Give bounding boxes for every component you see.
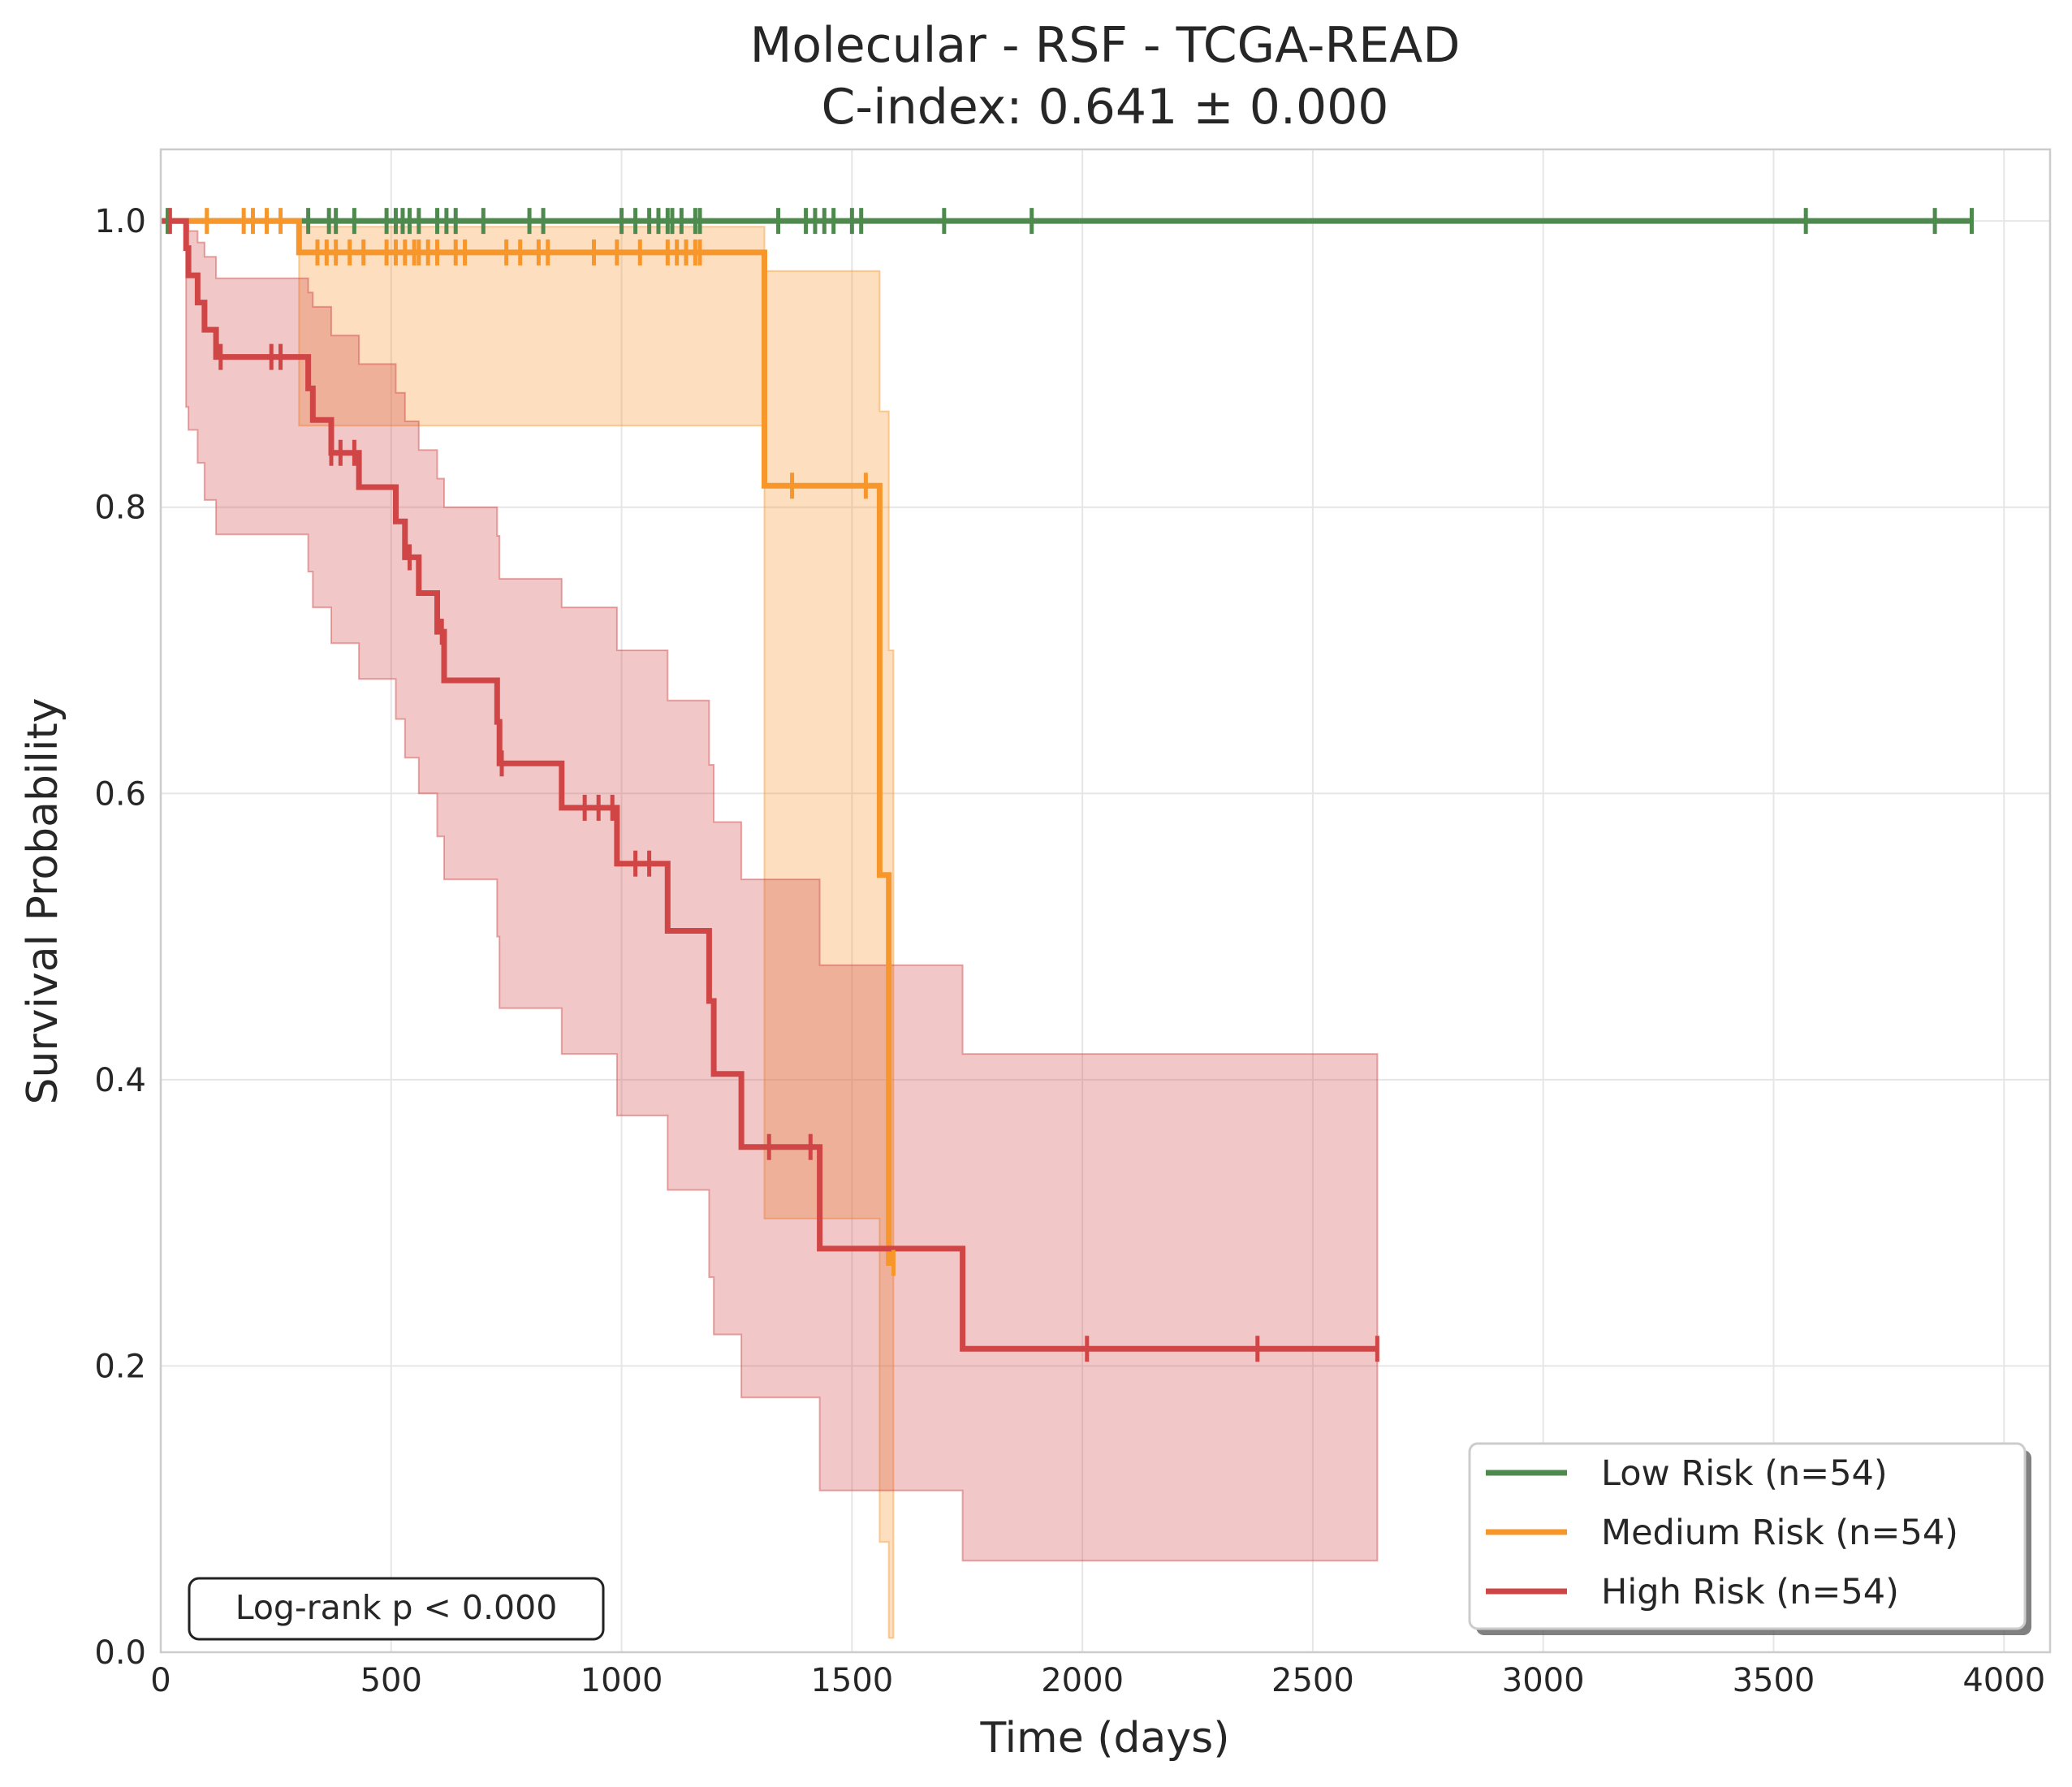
y-tick-label: 0.0	[94, 1634, 146, 1672]
legend-label-high: High Risk (n=54)	[1601, 1572, 1899, 1612]
x-tick-label: 2500	[1271, 1662, 1354, 1699]
x-tick-label: 4000	[1962, 1662, 2045, 1699]
survival-curves	[161, 218, 1972, 1352]
x-axis-label: Time (days)	[979, 1714, 1229, 1763]
logrank-annotation: Log-rank p < 0.000	[188, 1577, 605, 1641]
survival-curve-medium	[161, 218, 894, 1266]
legend-entry-medium[interactable]: Medium Risk (n=54)	[1486, 1513, 1958, 1553]
x-tick-label: 2000	[1041, 1662, 1124, 1699]
y-tick-label: 0.6	[94, 775, 146, 813]
y-axis-label: Survival Probability	[19, 697, 67, 1104]
chart-title: Molecular - RSF - TCGA-READ	[750, 17, 1461, 74]
ci-band-medium	[161, 220, 895, 1639]
x-tick-label: 500	[360, 1662, 422, 1699]
legend-box	[1468, 1442, 2027, 1630]
x-tick-label: 0	[150, 1662, 171, 1699]
annotation-box	[188, 1577, 605, 1641]
legend-entry-low[interactable]: Low Risk (n=54)	[1486, 1453, 1888, 1494]
censor-marks	[166, 208, 1975, 1362]
legend-entry-high[interactable]: High Risk (n=54)	[1486, 1572, 1899, 1612]
legend-label-low: Low Risk (n=54)	[1601, 1453, 1888, 1494]
y-tick-label: 0.8	[94, 490, 146, 527]
logrank-text: Log-rank p < 0.000	[235, 1588, 558, 1627]
legend: Low Risk (n=54) Medium Risk (n=54) High …	[1468, 1442, 2031, 1635]
plot-frame	[159, 148, 2052, 1654]
ci-band-high	[161, 220, 1379, 1562]
y-tick-label: 0.2	[94, 1348, 146, 1385]
x-tick-label: 1500	[810, 1662, 893, 1699]
y-tick-label: 0.4	[94, 1062, 146, 1099]
legend-label-medium: Medium Risk (n=54)	[1601, 1513, 1958, 1553]
y-tick-label: 1.0	[94, 203, 146, 240]
confidence-bands	[161, 220, 1379, 1639]
x-tick-label: 3000	[1502, 1662, 1585, 1699]
chart-subtitle: C-index: 0.641 ± 0.000	[822, 79, 1389, 136]
x-tick-label: 1000	[581, 1662, 663, 1699]
survival-curve-high	[161, 218, 1378, 1352]
x-tick-label: 3500	[1733, 1662, 1815, 1699]
axis-ticks: 0 500 1000 1500 2000 2500 3000 3500 4000 0.0 0.2 0.…	[94, 203, 2045, 1699]
